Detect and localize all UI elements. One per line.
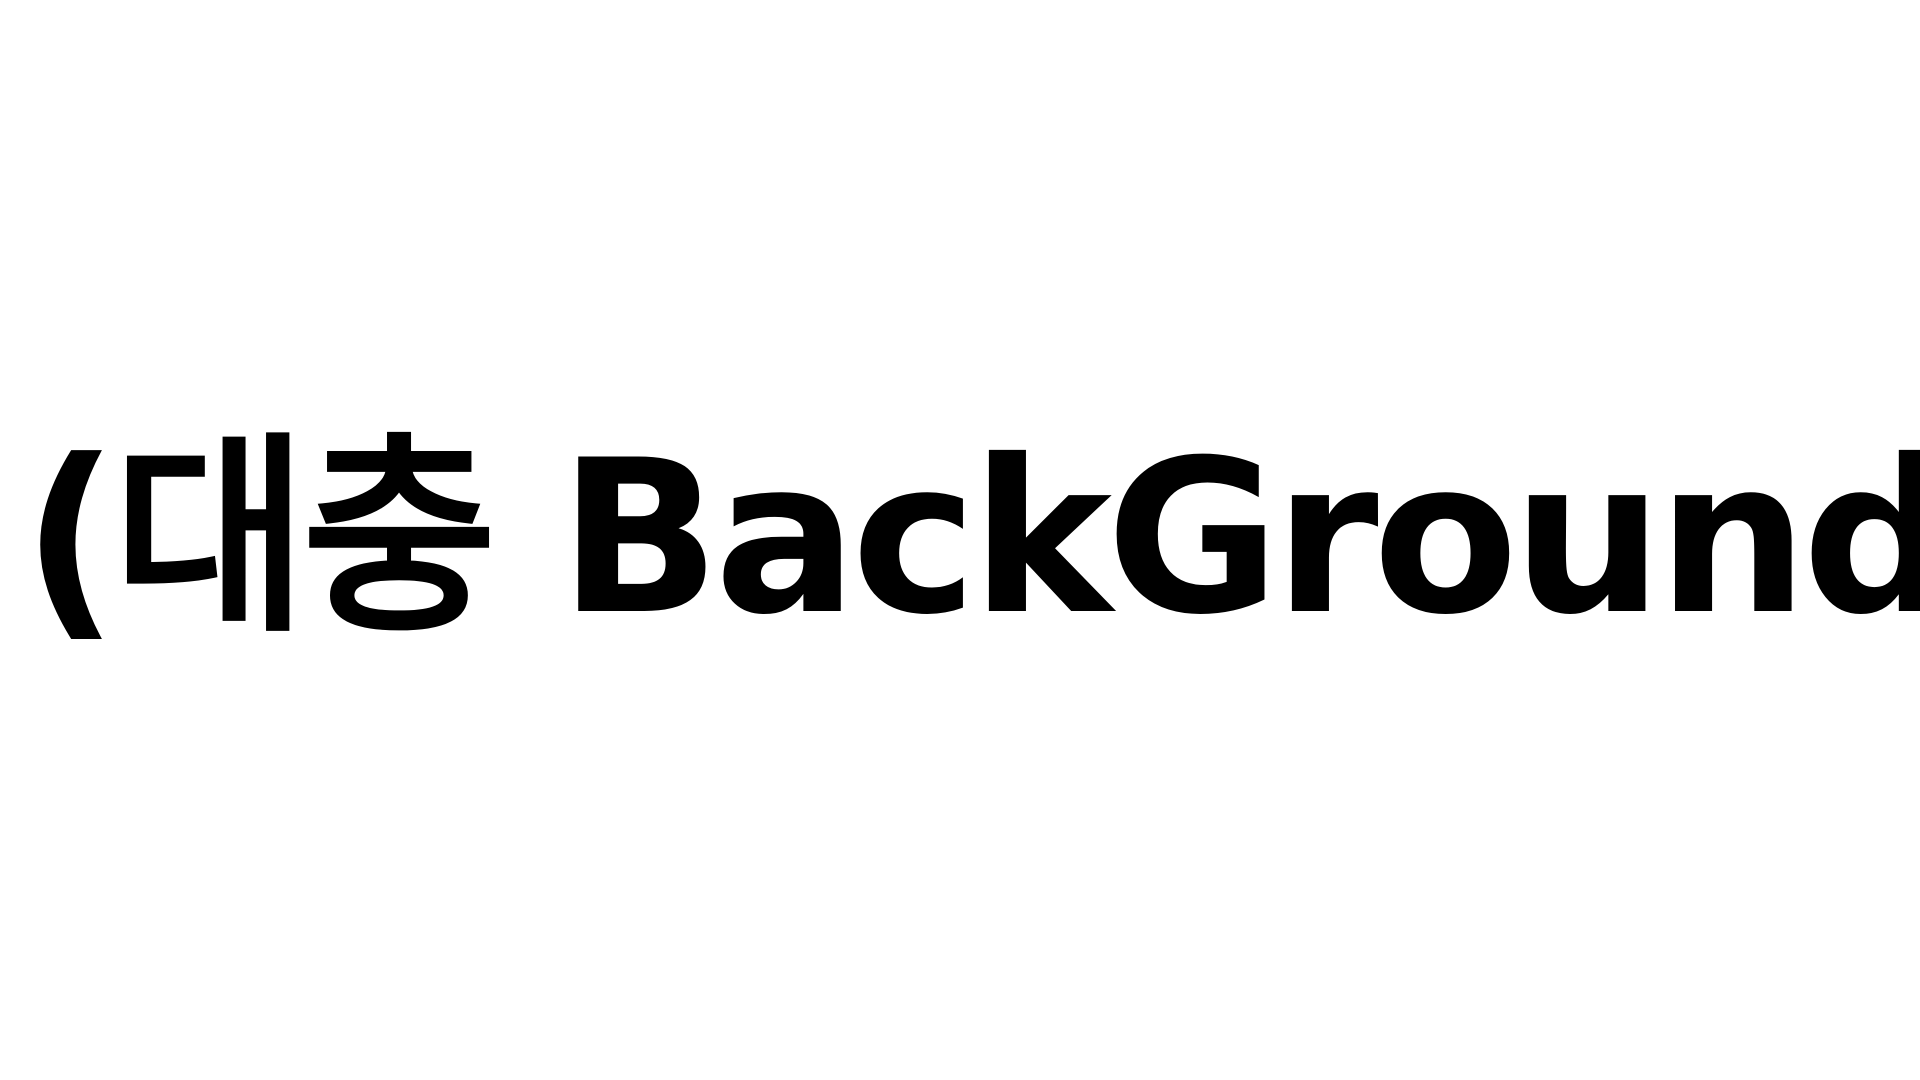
placeholder-headline: (대충 BackGround): [22, 414, 1920, 661]
